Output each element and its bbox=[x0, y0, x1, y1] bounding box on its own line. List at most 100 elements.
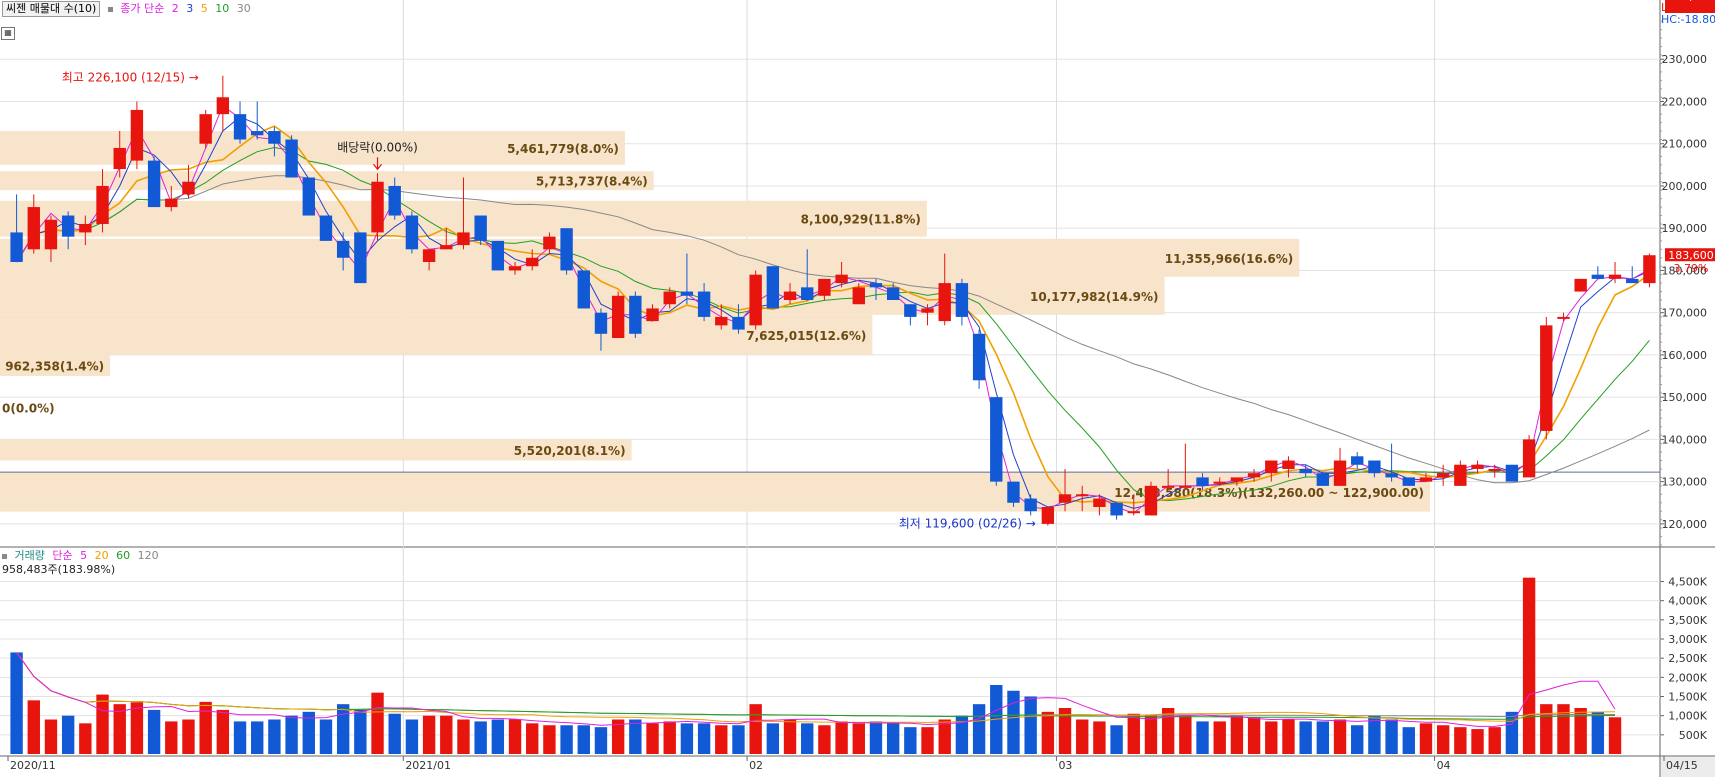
volume-bar bbox=[285, 715, 298, 754]
volume-bar bbox=[1402, 727, 1415, 754]
volume-bar bbox=[1024, 696, 1037, 754]
price-tick-label: 130,000 bbox=[1662, 476, 1708, 489]
candle-body bbox=[594, 312, 608, 334]
time-tick-label: 2020/11 bbox=[10, 759, 56, 772]
vma120-period: 120 bbox=[137, 549, 159, 562]
volume-bar bbox=[629, 719, 642, 754]
candle bbox=[1540, 316, 1553, 440]
candle bbox=[1368, 460, 1381, 478]
candle bbox=[336, 232, 350, 271]
candle-body bbox=[1333, 460, 1347, 486]
candle-body bbox=[371, 181, 384, 233]
candle-body bbox=[508, 266, 522, 271]
candle bbox=[1591, 266, 1605, 279]
candle-body bbox=[1282, 460, 1295, 469]
candle bbox=[199, 109, 212, 148]
dividend-arrow-icon bbox=[373, 157, 382, 171]
candle bbox=[1385, 443, 1398, 482]
volume-bar bbox=[543, 725, 556, 754]
volume-bar bbox=[1041, 711, 1055, 754]
volume-bar bbox=[1144, 715, 1158, 754]
volume-profile-label: 5,520,201(8.1%) bbox=[514, 444, 626, 458]
candle bbox=[147, 156, 161, 208]
candle bbox=[1351, 452, 1364, 469]
volume-bar bbox=[938, 719, 951, 754]
volume-bar bbox=[1316, 721, 1330, 754]
volume-tick-label: 2,500K bbox=[1668, 652, 1707, 665]
candle bbox=[371, 173, 384, 241]
candle bbox=[1127, 494, 1140, 516]
volume-toggle-icon[interactable] bbox=[2, 553, 7, 559]
candle bbox=[1419, 473, 1433, 482]
volume-bar bbox=[1282, 719, 1295, 754]
volume-bar bbox=[560, 725, 573, 754]
ma30-period: 30 bbox=[236, 2, 251, 15]
volume-bar bbox=[474, 721, 487, 754]
volume-tick-label: 3,500K bbox=[1668, 614, 1707, 627]
candle-body bbox=[422, 249, 436, 262]
candle-body bbox=[1643, 255, 1656, 284]
candle-body bbox=[1247, 473, 1261, 478]
volume-bar bbox=[1505, 711, 1519, 754]
candle-body bbox=[319, 215, 333, 241]
candle-body bbox=[1419, 477, 1433, 482]
current-volume-change: 183.98% bbox=[1667, 0, 1715, 3]
volume-tick-label: 4,000K bbox=[1668, 595, 1707, 608]
candle-body bbox=[1265, 460, 1278, 474]
volume-bar bbox=[818, 725, 831, 754]
candle-body bbox=[1161, 485, 1175, 488]
vma5-period: 5 bbox=[80, 549, 88, 562]
candle bbox=[1557, 312, 1570, 322]
volume-bar bbox=[835, 721, 848, 754]
candle-body bbox=[1144, 485, 1158, 516]
grid-toggle-icon[interactable]: ▦ bbox=[1, 27, 15, 40]
candle-body bbox=[130, 109, 144, 161]
candle bbox=[921, 304, 934, 326]
volume-bar bbox=[1540, 704, 1553, 754]
volume-bar bbox=[405, 719, 419, 754]
candle bbox=[1058, 468, 1072, 512]
candle bbox=[1436, 464, 1450, 486]
time-tick-label: 03 bbox=[1058, 759, 1072, 772]
volume-profile-bar bbox=[0, 238, 1300, 277]
volume-bar bbox=[955, 715, 969, 754]
volume-ma-label: 단순 bbox=[52, 549, 73, 562]
candle bbox=[1505, 464, 1519, 482]
volume-bar bbox=[1591, 711, 1605, 754]
price-tick-label: 190,000 bbox=[1662, 222, 1708, 235]
volume-bar bbox=[646, 723, 659, 754]
current-price-label: 183,600 bbox=[1668, 249, 1714, 262]
candle-body bbox=[96, 185, 109, 224]
candle-body bbox=[1454, 464, 1467, 486]
volume-bar bbox=[1299, 721, 1312, 754]
vma5-line bbox=[16, 652, 1616, 727]
volume-bar bbox=[457, 719, 470, 754]
volume-profile-indicator-label[interactable]: 씨젠 매물대 수(10) bbox=[2, 1, 101, 17]
lc-readout: LC:53.51 bbox=[1661, 1, 1711, 14]
candle-body bbox=[818, 278, 831, 296]
candle bbox=[766, 266, 780, 309]
volume-bar bbox=[1333, 719, 1347, 754]
candle bbox=[251, 101, 264, 140]
volume-bar bbox=[886, 723, 900, 754]
ma-toggle-icon[interactable] bbox=[107, 6, 113, 12]
candle bbox=[1230, 477, 1244, 486]
candle-body bbox=[1608, 274, 1622, 279]
candle bbox=[1454, 460, 1467, 486]
volume-bar bbox=[1574, 708, 1587, 754]
candle-body bbox=[904, 304, 917, 317]
volume-bar bbox=[577, 725, 590, 754]
volume-bar bbox=[852, 723, 865, 754]
candle bbox=[801, 249, 814, 301]
candle-body bbox=[1471, 464, 1484, 469]
candle bbox=[1626, 266, 1639, 284]
candle bbox=[783, 283, 797, 305]
volume-tick-label: 1,500K bbox=[1668, 691, 1707, 704]
volume-bar bbox=[715, 725, 728, 754]
volume-bar bbox=[113, 704, 126, 754]
volume-bar bbox=[388, 713, 401, 754]
volume-profile-bar bbox=[0, 439, 632, 461]
volume-profile-label: 12,498,580(18.3%)(132,260.00 ~ 122,900.0… bbox=[1114, 486, 1424, 500]
